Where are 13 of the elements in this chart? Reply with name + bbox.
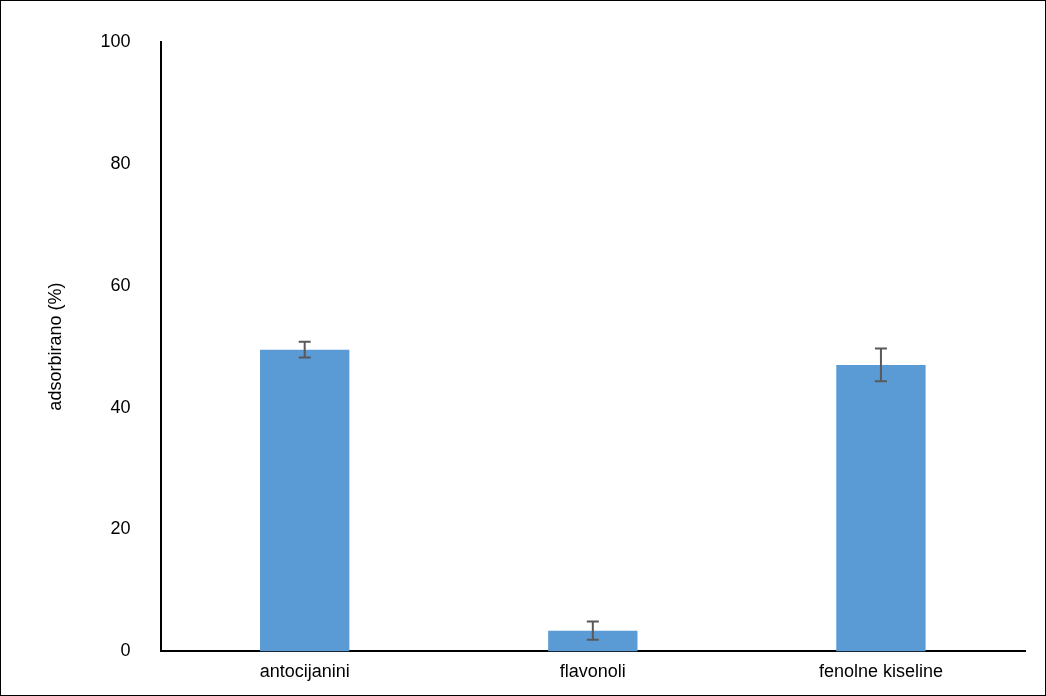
y-axis-title: adsorbirano (%): [44, 282, 65, 411]
y-tick-label: 100: [100, 30, 131, 51]
y-tick-label: 60: [110, 274, 131, 295]
x-tick-label: flavonoli: [559, 661, 626, 682]
bar: [260, 349, 350, 652]
x-tick-label: antocijanini: [259, 661, 350, 682]
y-tick-label: 0: [120, 640, 131, 661]
y-tick-label: 80: [110, 152, 131, 173]
bar: [548, 630, 638, 652]
x-tick-label: fenolne kiseline: [818, 661, 943, 682]
y-tick-label: 40: [110, 396, 131, 417]
bar: [836, 364, 926, 652]
y-tick-label: 20: [110, 518, 131, 539]
